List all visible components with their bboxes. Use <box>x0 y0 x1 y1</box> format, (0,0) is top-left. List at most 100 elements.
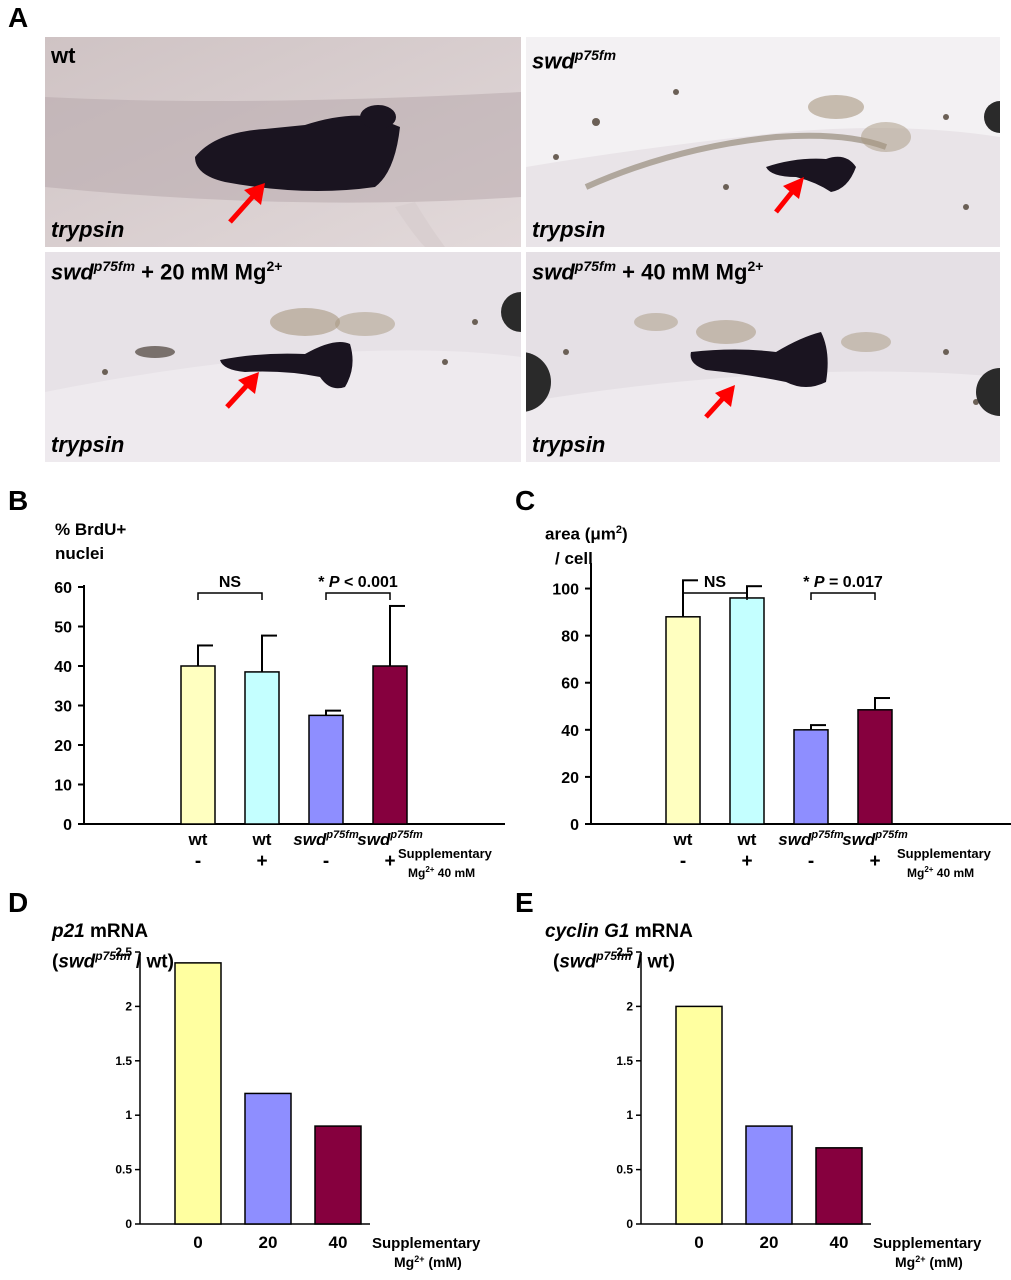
category-sign: - <box>680 851 686 872</box>
red-arrow-icon <box>228 183 265 224</box>
genotype-text: swd <box>532 259 575 285</box>
y-tick-label: 0 <box>626 1217 633 1231</box>
category-sign: - <box>808 851 814 872</box>
y-tick-label: 1 <box>626 1108 633 1122</box>
ylabel-genotype: swd <box>559 951 597 973</box>
y-tick-label: 50 <box>54 620 72 637</box>
genotype-superscript: p75fm <box>574 47 617 63</box>
category-sign: + <box>741 851 752 872</box>
pancreas-stain-head <box>360 105 396 129</box>
photo-genotype-label: swdp75fm + 40 mM Mg2+ <box>532 258 763 285</box>
category-label: 40 <box>830 1233 849 1252</box>
ylabel-line1: area (μm <box>545 524 616 544</box>
panel-label-e: E <box>515 887 534 918</box>
category-label: 0 <box>694 1233 703 1252</box>
bar <box>815 1147 863 1225</box>
chart-c-ylabel: area (μm2) / cell <box>545 518 628 571</box>
chart-b-ylabel: % BrdU+ nuclei <box>55 518 126 566</box>
photo-stain-label: trypsin <box>51 217 125 242</box>
pancreas-stain <box>690 332 828 387</box>
gene-name: p21 <box>52 921 85 942</box>
ylabel-line1: % BrdU+ <box>55 520 127 539</box>
y-tick-label: 2 <box>125 999 132 1013</box>
photo-wt: wt trypsin <box>45 37 521 247</box>
ylabel-superscript: 2 <box>615 524 623 536</box>
chart-d-ylabel: p21 mRNA (swdp75fm / wt) <box>52 920 174 974</box>
pancreas-stain <box>220 341 353 389</box>
category-sign: + <box>384 851 395 872</box>
panel-label-a: A <box>8 2 29 33</box>
bar <box>857 709 893 825</box>
bar <box>729 597 765 825</box>
chart-d: 0 0.5 1 1.5 2 2.5 0 20 40 Supplementary Mg2+ (mM) <box>115 945 481 1270</box>
panel-label-d: D <box>8 887 29 918</box>
ylabel-open: ( <box>52 951 59 973</box>
y-tick-label: 60 <box>561 676 579 693</box>
red-arrow-icon <box>704 385 735 419</box>
pancreas-stain <box>766 156 856 192</box>
y-tick-label: 0 <box>63 817 72 834</box>
treatment-text: + 40 mM Mg <box>616 259 748 285</box>
category-label: 0 <box>193 1233 202 1252</box>
genotype-text: swd <box>532 48 575 74</box>
ylabel-open: ( <box>553 951 560 973</box>
treatment-superscript: 2+ <box>266 258 283 274</box>
category-label: swdp75fm <box>293 829 359 849</box>
ylabel-superscript: p75fm <box>95 949 131 963</box>
treatment-text: + 20 mM Mg <box>135 259 267 285</box>
category-label: wt <box>188 830 208 849</box>
panel-label-c: C <box>515 485 536 516</box>
significance-bracket <box>325 592 391 600</box>
y-tick-label: 30 <box>54 699 72 716</box>
chart-e-ylabel: cyclin G1 mRNA (swdp75fm / wt) <box>545 920 693 974</box>
bar <box>244 1092 292 1225</box>
bar <box>314 1125 362 1225</box>
supplementary-note: Supplementary <box>897 846 992 861</box>
ylabel-genotype: swd <box>58 951 96 973</box>
y-tick-label: 10 <box>54 778 72 795</box>
category-label: swdp75fm <box>357 829 423 849</box>
supplementary-note: Supplementary <box>372 1235 481 1252</box>
bar <box>372 665 408 825</box>
y-tick-label: 1 <box>125 1108 132 1122</box>
ylabel-line2: / cell <box>555 548 593 568</box>
y-tick-label: 2.5 <box>616 945 633 959</box>
bar <box>244 671 280 825</box>
bar <box>745 1125 793 1225</box>
pancreas-stain <box>195 115 400 191</box>
category-label: 40 <box>329 1233 348 1252</box>
significance-bracket <box>682 592 748 600</box>
panel-label-b: B <box>8 485 29 516</box>
y-tick-label: 0.5 <box>616 1163 633 1177</box>
bar <box>180 665 216 825</box>
category-sign: - <box>195 851 201 872</box>
genotype-superscript: p75fm <box>574 258 617 274</box>
supplementary-note-unit: Mg2+ 40 mM <box>907 865 974 880</box>
y-tick-label: 0 <box>570 817 579 834</box>
ylabel-superscript: p75fm <box>596 949 632 963</box>
y-tick-label: 1.5 <box>115 1054 132 1068</box>
supplementary-note-unit: Mg2+ (mM) <box>895 1254 963 1270</box>
photo-genotype-label: swdp75fm <box>532 47 616 74</box>
supplementary-note: Supplementary <box>873 1235 982 1252</box>
y-tick-label: 2.5 <box>115 945 132 959</box>
significance-label: NS <box>219 574 242 591</box>
category-label: swdp75fm <box>778 829 844 849</box>
category-label: 20 <box>259 1233 278 1252</box>
bar <box>793 729 829 825</box>
photo-genotype-label: wt <box>51 43 75 69</box>
photo-genotype-label: swdp75fm + 20 mM Mg2+ <box>51 258 282 285</box>
y-tick-label: 20 <box>54 738 72 755</box>
significance-label: * P < 0.001 <box>318 574 398 591</box>
chart-e: 0 0.5 1 1.5 2 2.5 0 20 40 Supplementary Mg2+ (mM) <box>616 945 982 1270</box>
y-tick-label: 1.5 <box>616 1054 633 1068</box>
y-tick-label: 40 <box>54 659 72 676</box>
genotype-superscript: p75fm <box>93 258 136 274</box>
significance-bracket <box>197 592 263 600</box>
photo-swd: swdp75fm trypsin <box>526 37 1000 247</box>
category-label: wt <box>737 830 757 849</box>
category-label: 20 <box>760 1233 779 1252</box>
photo-stain-label: trypsin <box>532 217 606 242</box>
